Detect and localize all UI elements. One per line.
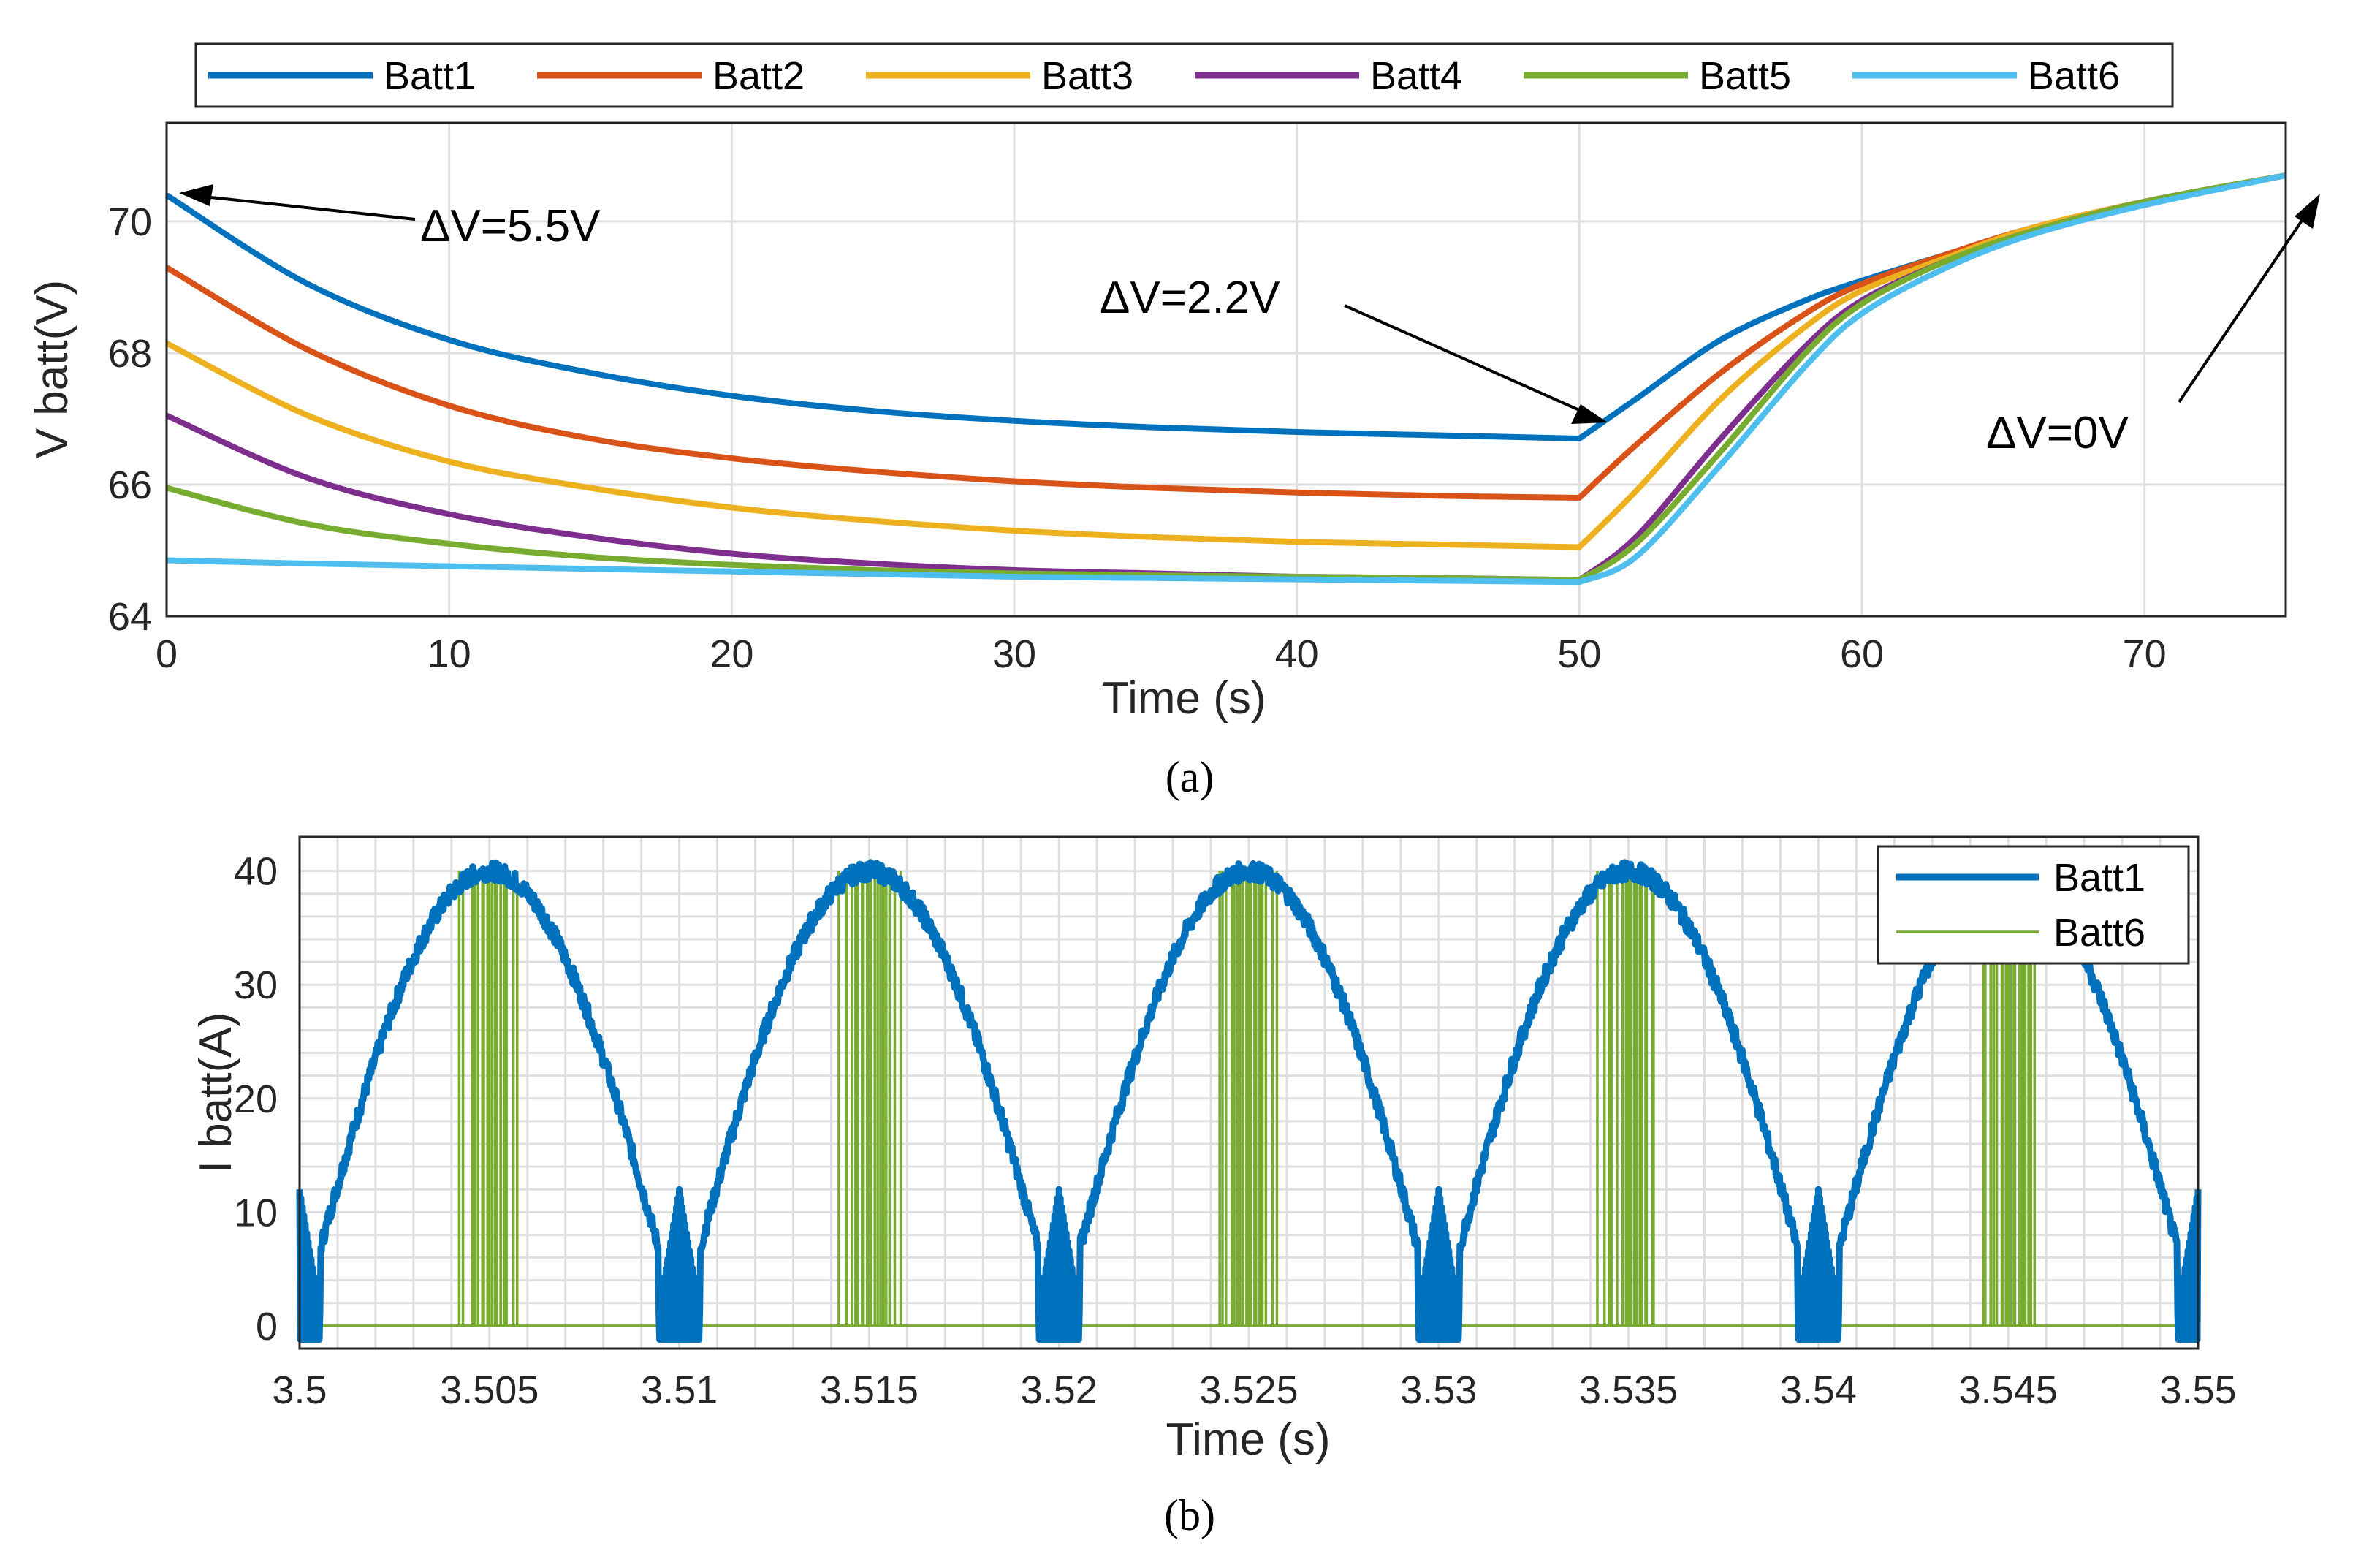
legend-a-label-batt5: Batt5 xyxy=(1699,54,1791,98)
caption-a: (a) xyxy=(1166,753,1214,801)
caption-b: (b) xyxy=(1164,1491,1215,1539)
legend-a-label-batt1: Batt1 xyxy=(384,54,476,98)
x-tick-label-a: 60 xyxy=(1840,632,1884,676)
y-tick-label-a: 64 xyxy=(108,595,152,639)
axes-frame-a xyxy=(165,121,2287,618)
legend-b-box xyxy=(1877,845,2190,965)
series-lines-b xyxy=(296,859,2202,1343)
series-line-batt6-b xyxy=(300,871,2198,1327)
y-tick-label-b: 20 xyxy=(234,1077,278,1121)
x-tick-label-b: 3.535 xyxy=(1579,1368,1678,1412)
x-tick-label-b: 3.51 xyxy=(641,1368,718,1412)
y-axis-label-b: I batt(A) xyxy=(191,1012,241,1174)
series-line-batt1-b xyxy=(296,859,2202,1343)
x-tick-label-a: 0 xyxy=(156,632,178,676)
x-axis-label-b: Time (s) xyxy=(1166,1414,1331,1465)
x-tick-label-b: 3.525 xyxy=(1199,1368,1298,1412)
legend-a: Batt1 Batt2 Batt3 Batt4 Batt5 Batt6 xyxy=(194,42,2174,108)
tick-labels-a: 0 10 20 30 40 50 60 70 64 66 68 70 xyxy=(108,200,2167,676)
x-tick-label-b: 3.505 xyxy=(440,1368,539,1412)
legend-a-label-batt4: Batt4 xyxy=(1370,54,1462,98)
x-tick-label-b: 3.5 xyxy=(272,1368,327,1412)
y-tick-label-b: 0 xyxy=(256,1305,278,1349)
annotation-delta-v-5-5: ΔV=5.5V xyxy=(420,201,601,251)
series-line-batt2 xyxy=(164,172,2286,501)
y-tick-label-b: 40 xyxy=(234,850,278,894)
y-tick-label-b: 10 xyxy=(234,1191,278,1235)
y-tick-label-b: 30 xyxy=(234,963,278,1007)
x-tick-label-b: 3.53 xyxy=(1400,1368,1477,1412)
annotation-delta-v-2-2: ΔV=2.2V xyxy=(1100,273,1280,323)
y-tick-label-a: 66 xyxy=(108,463,152,507)
y-tick-label-a: 70 xyxy=(108,200,152,244)
legend-b-label-batt6: Batt6 xyxy=(2053,911,2145,955)
annotation-arrow-2-head xyxy=(1571,404,1608,424)
x-tick-label-b: 3.52 xyxy=(1021,1368,1098,1412)
y-tick-label-a: 68 xyxy=(108,332,152,376)
x-axis-label-a: Time (s) xyxy=(1102,673,1266,724)
x-tick-label-b: 3.54 xyxy=(1780,1368,1857,1412)
tick-labels-b: 3.5 3.505 3.51 3.515 3.52 3.525 3.53 3.535 3.54 3… xyxy=(234,850,2237,1412)
annotation-delta-v-0: ΔV=0V xyxy=(1986,408,2129,458)
annotation-arrow-3-head xyxy=(2295,194,2320,229)
annotation-arrow-3-line xyxy=(2178,211,2309,403)
series-lines-a xyxy=(164,172,2286,585)
annotations-a: ΔV=5.5V ΔV=2.2V ΔV=0V xyxy=(179,184,2320,458)
x-tick-label-a: 20 xyxy=(710,632,753,676)
x-tick-label-a: 40 xyxy=(1275,632,1319,676)
annotation-arrow-1-line xyxy=(197,194,416,221)
annotation-arrow-1-head xyxy=(179,184,213,206)
x-tick-label-a: 10 xyxy=(427,632,471,676)
x-tick-label-b: 3.545 xyxy=(1959,1368,2058,1412)
legend-a-label-batt3: Batt3 xyxy=(1041,54,1133,98)
x-tick-label-a: 70 xyxy=(2123,632,2167,676)
annotation-arrow-2-line xyxy=(1344,304,1586,414)
legend-a-box xyxy=(194,42,2174,108)
x-tick-label-b: 3.55 xyxy=(2159,1368,2236,1412)
series-line-batt6 xyxy=(166,172,2286,585)
x-tick-label-a: 50 xyxy=(1557,632,1601,676)
y-axis-label-a: V batt(V) xyxy=(27,280,77,459)
legend-b-label-batt1: Batt1 xyxy=(2053,856,2145,900)
legend-a-label-batt6: Batt6 xyxy=(2028,54,2120,98)
axes-frame-b xyxy=(298,835,2200,1350)
series-line-batt3 xyxy=(165,172,2286,550)
legend-b: Batt1 Batt6 xyxy=(1877,845,2190,965)
x-tick-label-b: 3.515 xyxy=(820,1368,919,1412)
x-tick-label-a: 30 xyxy=(992,632,1036,676)
chart-panel-b: 3.5 3.505 3.51 3.515 3.52 3.525 3.53 3.535 3.54 3… xyxy=(191,835,2237,1539)
legend-a-label-batt2: Batt2 xyxy=(712,54,805,98)
